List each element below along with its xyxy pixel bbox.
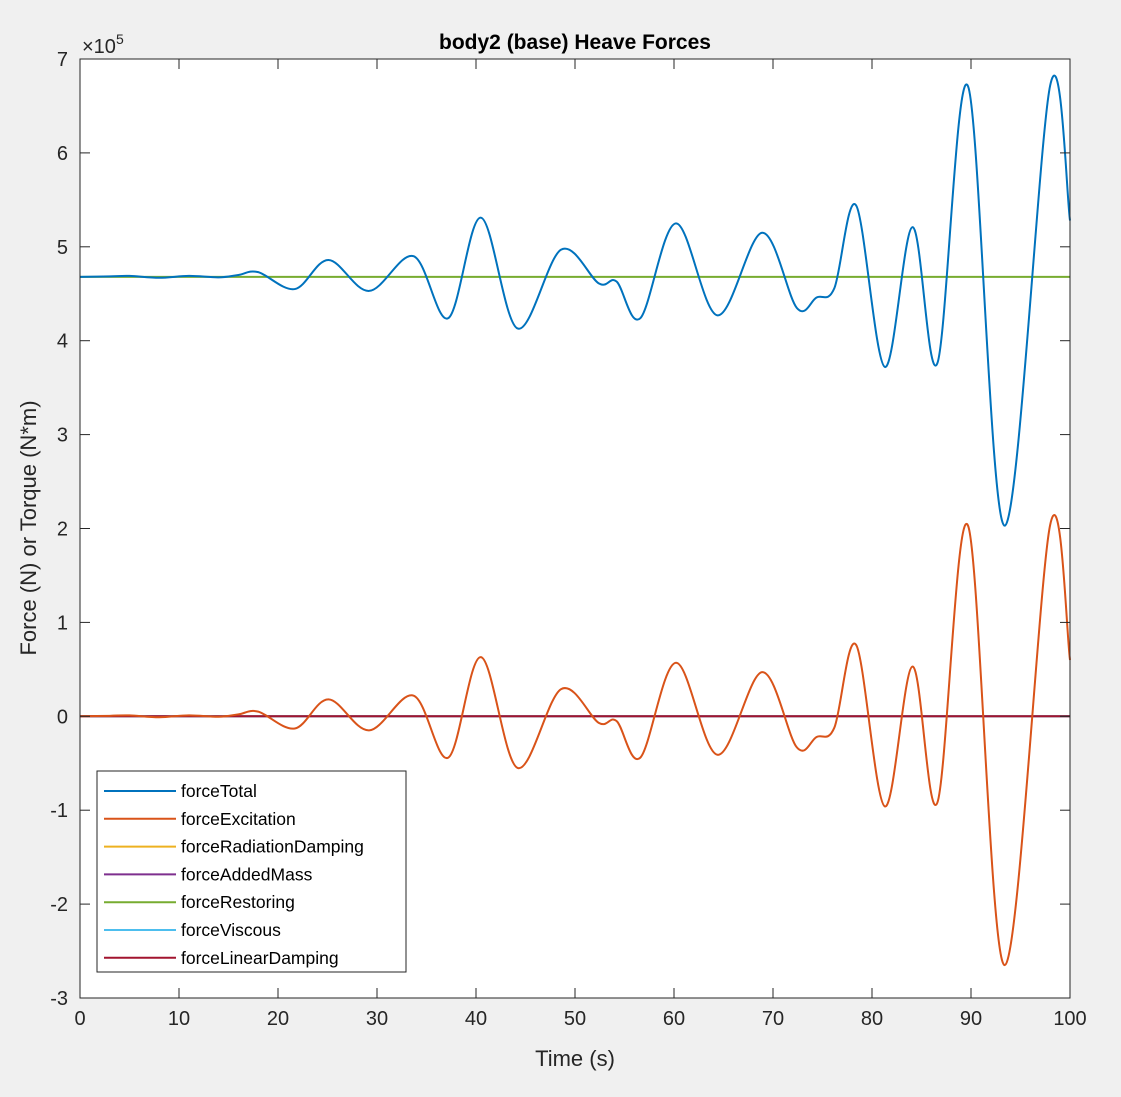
y-tick-label: 3 [57,425,68,447]
legend-label: forceViscous [181,920,281,940]
x-tick-label: 50 [564,1008,586,1030]
y-tick-label: 5 [57,237,68,259]
x-axis-label: Time (s) [535,1046,615,1071]
x-tick-label: 20 [267,1008,289,1030]
legend-label: forceAddedMass [181,864,313,884]
series-layer [79,74,1071,967]
y-tick-label: -3 [50,988,68,1010]
x-tick-label: 40 [465,1008,487,1030]
y-tick-label: 6 [57,143,68,165]
x-tick-label: 30 [366,1008,388,1030]
y-tick-label: -1 [50,800,68,822]
x-tick-label: 80 [861,1008,883,1030]
series-line-forceExcitation [79,514,1071,967]
y-axis: -3 -2 -1 0 1 2 3 4 5 6 7 [50,49,1070,1010]
y-tick-label: 2 [57,519,68,541]
series-line-forceTotal [79,74,1071,527]
x-axis: 0 10 20 30 40 50 60 70 80 90 100 [74,59,1087,1030]
legend-label: forceExcitation [181,809,296,829]
legend-label: forceRestoring [181,892,295,912]
y-tick-label: 7 [57,49,68,71]
x-tick-label: 60 [663,1008,685,1030]
legend-label: forceTotal [181,781,257,801]
legend-label: forceRadiationDamping [181,837,364,857]
x-tick-label: 100 [1053,1008,1086,1030]
y-tick-label: 4 [57,331,68,353]
y-tick-label: 1 [57,612,68,634]
y-exponent-base: ×10 [82,36,116,58]
y-tick-label: 0 [57,706,68,728]
legend-box [96,770,407,973]
y-tick-label: -2 [50,894,68,916]
legend: forceTotal forceExcitation forceRadiationD… [96,770,407,973]
y-axis-label: Force (N) or Torque (N*m) [16,400,41,655]
y-exponent-label: ×105 [82,31,124,58]
x-tick-label: 0 [74,1008,85,1030]
y-exponent-power: 5 [116,31,124,47]
legend-label: forceLinearDamping [181,948,339,968]
chart-title: body2 (base) Heave Forces [439,31,711,54]
x-tick-label: 90 [960,1008,982,1030]
x-tick-label: 70 [762,1008,784,1030]
x-tick-label: 10 [168,1008,190,1030]
